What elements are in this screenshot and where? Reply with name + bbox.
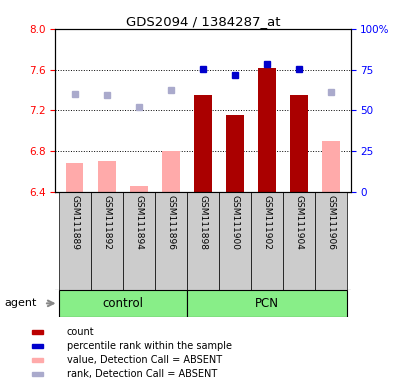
FancyBboxPatch shape (187, 192, 218, 290)
Text: PCN: PCN (254, 297, 279, 310)
FancyBboxPatch shape (315, 192, 346, 290)
Bar (32, 372, 43, 376)
Bar (290, 95, 307, 192)
Text: GSM111900: GSM111900 (230, 195, 239, 250)
Text: GSM111894: GSM111894 (134, 195, 143, 250)
Text: rank, Detection Call = ABSENT: rank, Detection Call = ABSENT (66, 369, 216, 379)
Bar (130, 186, 147, 192)
FancyBboxPatch shape (250, 192, 283, 290)
Bar (32, 358, 43, 362)
Text: agent: agent (4, 298, 36, 308)
FancyBboxPatch shape (218, 192, 250, 290)
FancyBboxPatch shape (283, 192, 315, 290)
Bar (258, 68, 275, 192)
Text: GSM111904: GSM111904 (294, 195, 303, 250)
Title: GDS2094 / 1384287_at: GDS2094 / 1384287_at (126, 15, 279, 28)
Text: percentile rank within the sample: percentile rank within the sample (66, 341, 231, 351)
Text: GSM111898: GSM111898 (198, 195, 207, 250)
Text: value, Detection Call = ABSENT: value, Detection Call = ABSENT (66, 355, 221, 365)
Bar (162, 151, 179, 192)
Text: GSM111902: GSM111902 (262, 195, 271, 250)
Bar (98, 161, 115, 192)
Bar (65, 164, 83, 192)
Text: GSM111889: GSM111889 (70, 195, 79, 250)
FancyBboxPatch shape (58, 290, 187, 317)
Text: GSM111892: GSM111892 (102, 195, 111, 250)
Bar (193, 95, 211, 192)
FancyBboxPatch shape (90, 192, 122, 290)
FancyBboxPatch shape (58, 192, 90, 290)
Bar (32, 344, 43, 348)
Bar (226, 116, 243, 192)
FancyBboxPatch shape (187, 290, 346, 317)
Text: GSM111896: GSM111896 (166, 195, 175, 250)
Text: GSM111906: GSM111906 (326, 195, 335, 250)
FancyBboxPatch shape (155, 192, 187, 290)
FancyBboxPatch shape (122, 192, 155, 290)
Text: control: control (102, 297, 143, 310)
Bar (322, 141, 339, 192)
Text: count: count (66, 327, 94, 337)
Bar (32, 330, 43, 334)
